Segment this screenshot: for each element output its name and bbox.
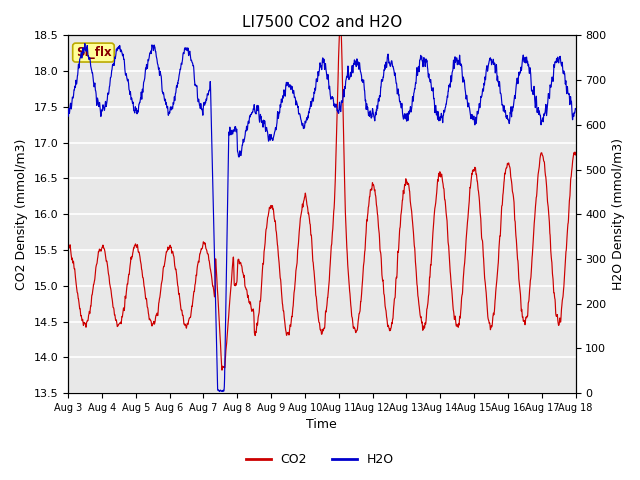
- Y-axis label: CO2 Density (mmol/m3): CO2 Density (mmol/m3): [15, 139, 28, 290]
- Title: LI7500 CO2 and H2O: LI7500 CO2 and H2O: [242, 15, 402, 30]
- X-axis label: Time: Time: [307, 419, 337, 432]
- Y-axis label: H2O Density (mmol/m3): H2O Density (mmol/m3): [612, 138, 625, 290]
- Legend: CO2, H2O: CO2, H2O: [241, 448, 399, 471]
- Text: SI_flx: SI_flx: [76, 46, 111, 59]
